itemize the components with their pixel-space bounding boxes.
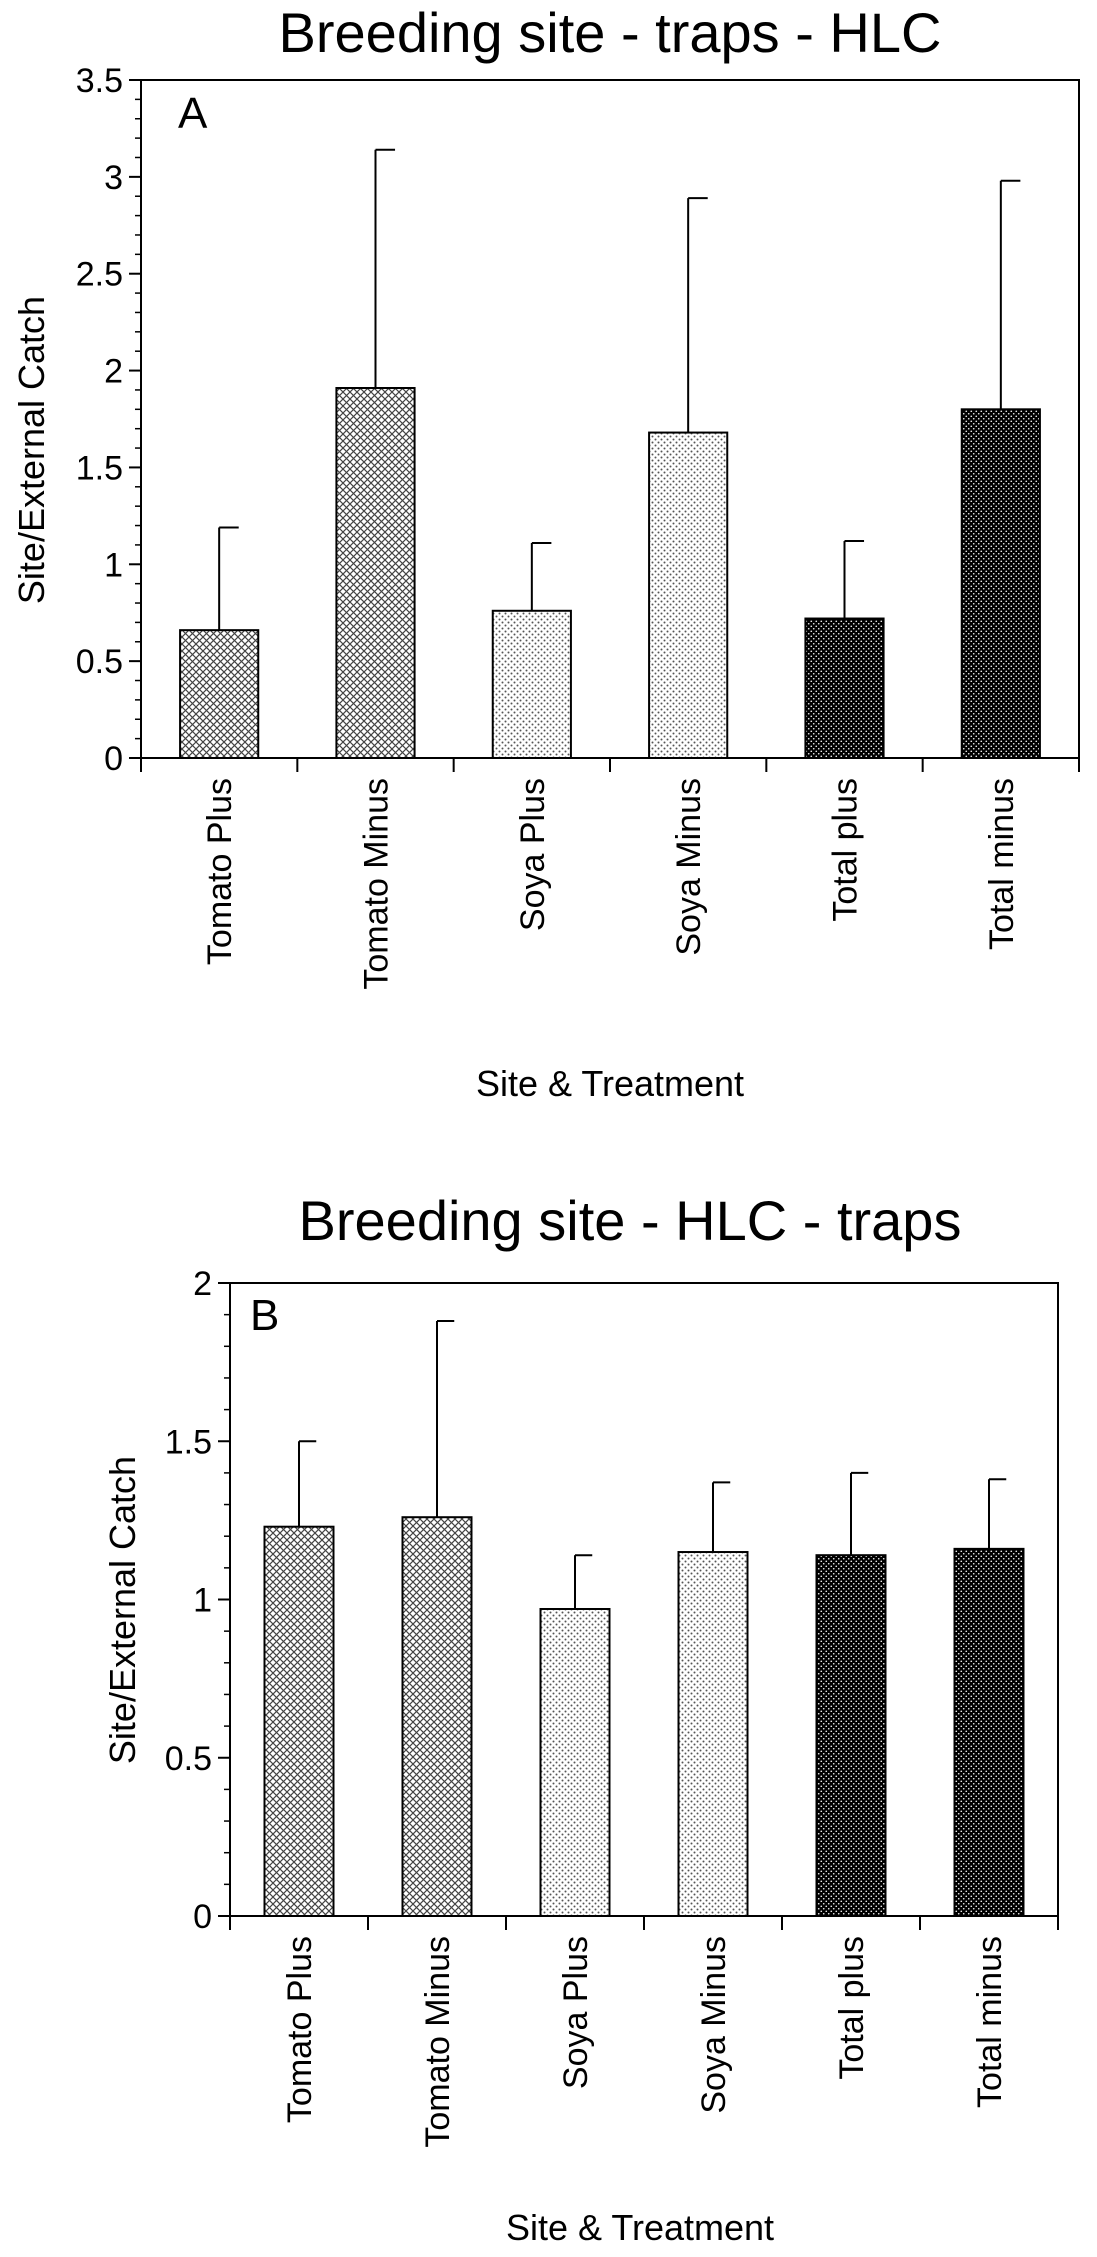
chart-a-category-label: Total minus [983,778,1021,950]
chart-b-ytick-label: 1.5 [165,1423,212,1461]
chart-a-category-label: Total plus [827,778,865,922]
chart-a-ytick-label: 3 [104,159,123,197]
chart-a-category-label: Tomato Plus [201,778,239,965]
chart-b-ytick-label: 1 [193,1582,212,1620]
chart-a-ytick-label: 3.5 [76,62,123,100]
chart-a-xlabels: Tomato Plus Tomato Minus Soya Plus Soya Min… [201,778,1021,990]
chart-b-ytick-label: 0.5 [165,1740,212,1778]
chart-b-xlabels: Tomato Plus Tomato Minus Soya Plus Soya Min… [281,1936,1009,2148]
chart-a: Breeding site - traps - HLC A Site/Exter… [11,1,1080,1104]
chart-b-xlabel: Site & Treatment [506,2207,774,2248]
chart-a-ytick-label: 0 [104,740,123,778]
chart-b-category-label: Total minus [971,1936,1009,2108]
chart-b-category-label: Soya Plus [557,1936,595,2089]
chart-a-ytick-label: 2 [104,353,123,391]
chart-a-bar [648,431,729,759]
chart-b-bar [677,1551,749,1918]
chart-a-xlabel: Site & Treatment [476,1063,744,1104]
chart-a-ytick-label: 1.5 [76,449,123,487]
chart-a-bar [804,617,885,759]
chart-b-ytick-label: 2 [193,1265,212,1303]
chart-a-category-label: Soya Plus [514,778,552,931]
chart-b: Breeding site - HLC - traps B Site/Exter… [102,1189,1059,2248]
chart-b-category-label: Tomato Minus [419,1936,457,2148]
chart-a-ytick-label: 0.5 [76,643,123,681]
chart-b-bar [539,1607,611,1917]
chart-b-bar [263,1525,335,1917]
chart-a-ytick-label: 2.5 [76,256,123,294]
chart-a-ylabel: Site/External Catch [11,296,52,604]
chart-a-category-label: Soya Minus [670,778,708,956]
chart-a-bars [179,148,1041,760]
chart-b-ylabel: Site/External Catch [102,1456,143,1764]
chart-a-category-label: Tomato Minus [358,778,396,990]
chart-b-category-label: Soya Minus [695,1936,733,2114]
chart-b-category-label: Tomato Plus [281,1936,319,2123]
chart-b-category-label: Total plus [833,1936,871,2080]
chart-b-bar [953,1547,1025,1917]
chart-a-bar [491,609,572,760]
chart-b-bar [401,1516,473,1917]
chart-b-title: Breeding site - HLC - traps [299,1189,962,1252]
chart-b-bars [263,1319,1025,1918]
chart-a-panel-label: A [178,89,208,138]
chart-a-yticks: 0 0.5 1 1.5 2 2.5 3 3.5 [76,62,1080,778]
chart-a-title: Breeding site - traps - HLC [279,1,942,64]
chart-a-bar [179,629,260,759]
chart-b-bar [815,1554,887,1917]
chart-b-yticks: 0 0.5 1 1.5 2 [165,1265,1059,1936]
chart-a-bar [335,387,416,759]
chart-a-bar [960,408,1041,759]
chart-b-panel-label: B [250,1291,279,1340]
chart-a-plot-frame [140,79,1080,759]
chart-b-ytick-label: 0 [193,1898,212,1936]
chart-b-plot-frame [229,1282,1059,1917]
chart-a-ytick-label: 1 [104,546,123,584]
